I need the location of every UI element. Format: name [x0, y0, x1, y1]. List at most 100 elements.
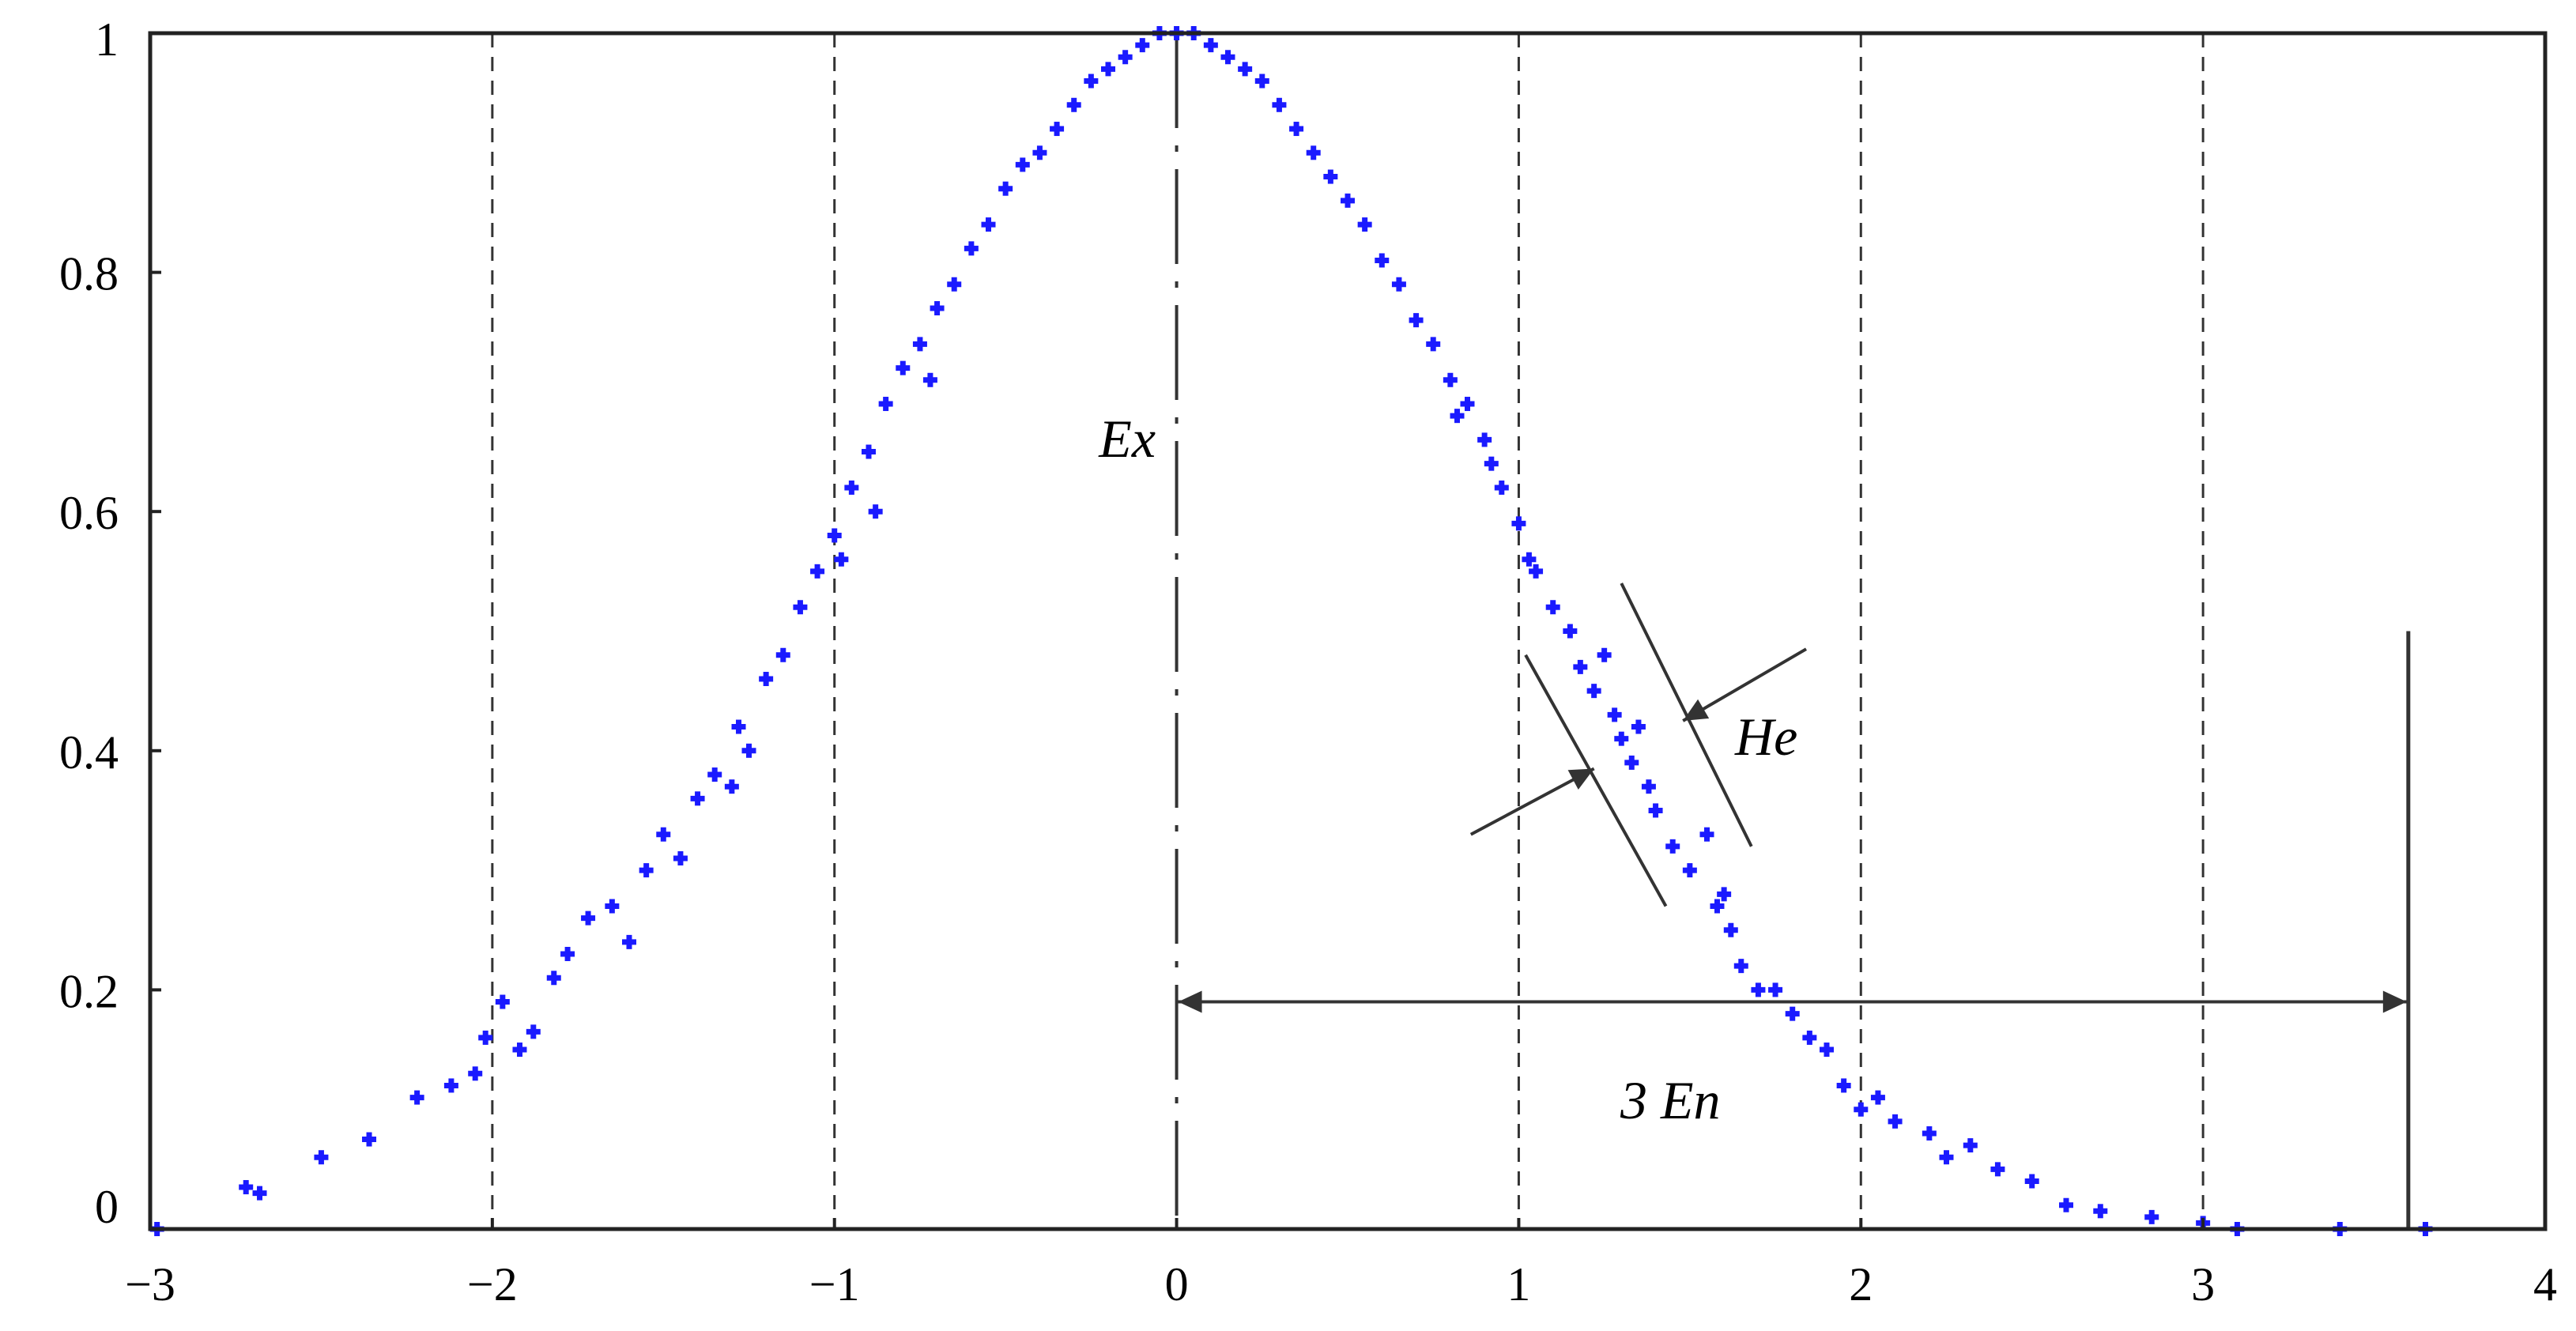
data-point-24 — [741, 743, 756, 758]
data-point-73 — [1494, 480, 1509, 495]
data-point-56 — [1238, 62, 1253, 77]
data-point-70 — [1460, 397, 1475, 412]
data-point-45 — [1050, 122, 1065, 137]
data-point-48 — [1101, 62, 1115, 77]
data-point-43 — [1015, 157, 1030, 172]
annotation-ex: Ex — [1098, 409, 1156, 469]
data-point-25 — [759, 672, 774, 687]
data-point-7 — [468, 1066, 483, 1081]
he-arrow-upper-shaft — [1682, 647, 1808, 722]
data-point-110 — [2093, 1204, 2108, 1219]
x-tick-label-5: 2 — [1849, 1258, 1873, 1310]
data-point-18 — [656, 827, 671, 842]
data-point-10 — [512, 1043, 527, 1058]
x-tick-label-7: 4 — [2533, 1258, 2557, 1310]
data-point-1 — [239, 1180, 254, 1195]
x-tick-label-2: −1 — [809, 1258, 860, 1310]
tick-labels: −3 −2 −1 0 1 2 3 4 0 0.2 0.4 0.6 0.8 1 — [59, 13, 2557, 1310]
data-point-92 — [1717, 887, 1732, 902]
data-point-9 — [495, 994, 510, 1009]
data-point-50 — [1135, 38, 1150, 53]
data-point-20 — [690, 791, 705, 806]
data-point-27 — [793, 600, 808, 615]
data-point-67 — [1426, 337, 1441, 352]
data-point-97 — [1785, 1006, 1800, 1021]
data-point-36 — [912, 337, 927, 352]
data-point-66 — [1409, 313, 1424, 328]
data-point-95 — [1751, 982, 1766, 997]
he-band-outer-line — [1620, 583, 1753, 847]
data-point-40 — [964, 241, 979, 256]
data-point-22 — [724, 779, 739, 794]
data-point-26 — [775, 647, 790, 662]
he-band-inner-line — [1524, 654, 1668, 907]
data-point-71 — [1477, 432, 1492, 447]
data-point-98 — [1802, 1030, 1817, 1045]
data-point-60 — [1306, 145, 1321, 160]
data-point-77 — [1545, 600, 1560, 615]
data-point-107 — [1990, 1162, 2005, 1177]
y-tick-label-2: 0.4 — [59, 726, 119, 779]
gridlines — [491, 33, 2204, 1229]
en-arrow-right-head — [2382, 990, 2407, 1013]
y-tick-label-0: 0 — [95, 1181, 119, 1233]
data-point-13 — [560, 947, 575, 962]
data-point-109 — [2059, 1197, 2073, 1212]
data-point-15 — [605, 899, 620, 914]
en-arrow-left-head — [1178, 990, 1202, 1013]
data-point-47 — [1084, 74, 1099, 89]
x-tick-label-0: −3 — [125, 1258, 175, 1310]
data-point-5 — [409, 1090, 424, 1105]
data-point-103 — [1888, 1114, 1903, 1129]
data-point-93 — [1723, 922, 1738, 937]
data-point-101 — [1854, 1102, 1869, 1117]
data-point-79 — [1573, 659, 1588, 674]
y-tick-label-5: 1 — [95, 13, 119, 66]
data-point-61 — [1323, 169, 1338, 184]
data-point-100 — [1836, 1078, 1851, 1093]
data-point-8 — [478, 1030, 493, 1045]
annotations: Ex He 3 En — [1098, 409, 2411, 1229]
data-point-86 — [1641, 779, 1656, 794]
data-point-34 — [878, 397, 893, 412]
annotation-3en: 3 En — [1620, 1070, 1721, 1130]
data-point-4 — [362, 1132, 377, 1147]
data-point-63 — [1357, 217, 1372, 232]
data-point-49 — [1118, 50, 1133, 65]
data-point-54 — [1203, 38, 1218, 53]
data-point-37 — [922, 372, 937, 387]
data-point-82 — [1607, 707, 1622, 722]
data-point-14 — [581, 911, 596, 926]
data-point-42 — [998, 181, 1013, 196]
data-point-32 — [862, 444, 876, 459]
x-tick-label-3: 0 — [1165, 1258, 1189, 1310]
data-point-12 — [546, 971, 561, 986]
data-point-62 — [1341, 193, 1355, 208]
data-point-81 — [1597, 647, 1612, 662]
x-tick-label-1: −2 — [467, 1258, 518, 1310]
data-point-83 — [1614, 731, 1629, 746]
data-point-94 — [1733, 959, 1748, 974]
data-point-55 — [1220, 50, 1235, 65]
data-point-84 — [1624, 755, 1639, 770]
x-tick-label-6: 3 — [2191, 1258, 2215, 1310]
data-point-72 — [1484, 456, 1499, 471]
data-point-68 — [1443, 372, 1458, 387]
data-point-19 — [673, 850, 688, 865]
data-point-64 — [1375, 253, 1390, 268]
data-point-33 — [868, 504, 883, 519]
data-point-23 — [731, 719, 746, 734]
data-point-6 — [443, 1078, 458, 1093]
data-point-88 — [1665, 839, 1680, 854]
data-point-2 — [252, 1186, 267, 1201]
data-point-85 — [1631, 719, 1646, 734]
data-point-99 — [1820, 1043, 1834, 1058]
data-point-3 — [314, 1150, 329, 1165]
data-point-108 — [2024, 1174, 2039, 1189]
data-point-106 — [1963, 1138, 1978, 1153]
data-point-76 — [1529, 564, 1544, 579]
data-point-75 — [1522, 552, 1537, 567]
data-point-69 — [1450, 409, 1465, 424]
data-point-96 — [1768, 982, 1783, 997]
